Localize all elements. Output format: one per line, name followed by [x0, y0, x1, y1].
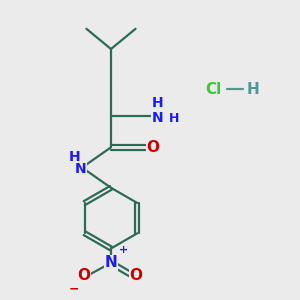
Text: Cl: Cl: [206, 82, 222, 97]
Text: +: +: [119, 245, 128, 255]
Text: N: N: [105, 255, 117, 270]
Text: O: O: [146, 140, 159, 155]
Text: H: H: [152, 96, 163, 110]
Text: H: H: [169, 112, 179, 125]
Text: H: H: [69, 150, 81, 164]
Text: O: O: [130, 268, 142, 283]
Text: O: O: [78, 268, 91, 283]
Text: −: −: [69, 282, 79, 295]
Text: N: N: [75, 162, 86, 176]
Text: H: H: [246, 82, 259, 97]
Text: N: N: [152, 111, 163, 125]
